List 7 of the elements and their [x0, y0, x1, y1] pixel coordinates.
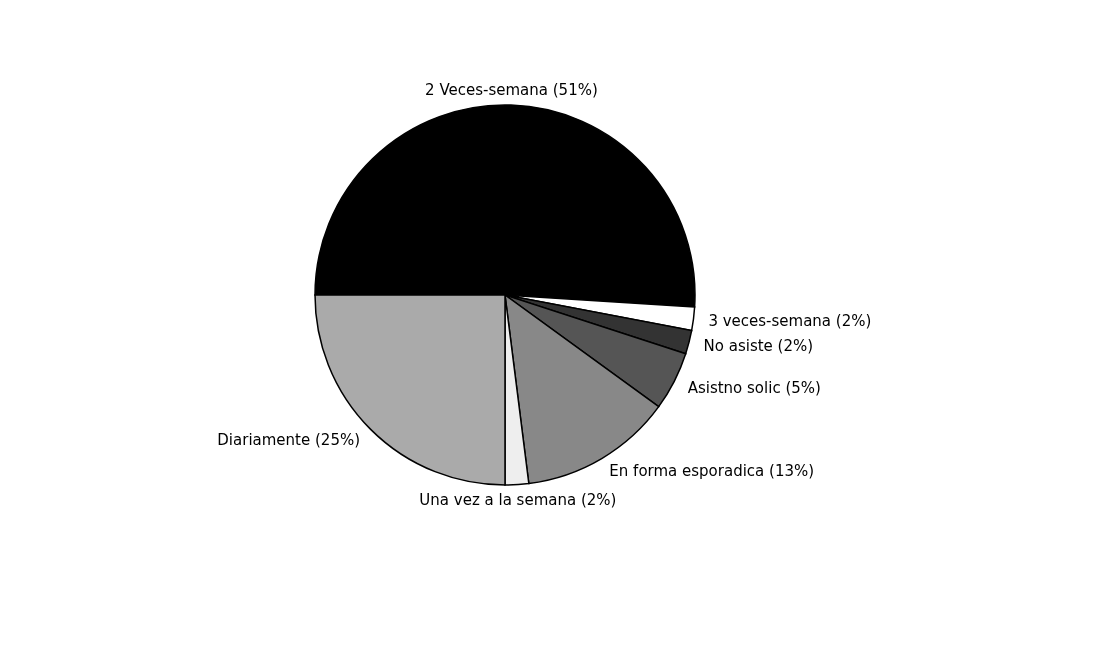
slice-label: Asistno solic (5%)	[687, 379, 821, 398]
slice-label: Diariamente (25%)	[217, 430, 361, 449]
slice-label: 3 veces-semana (2%)	[708, 311, 872, 330]
slice-label: Una vez a la semana (2%)	[419, 490, 617, 509]
slice-label: 2 Veces-semana (51%)	[425, 81, 598, 100]
slice-label: No asiste (2%)	[703, 336, 814, 355]
slice-label: En forma esporadica (13%)	[609, 462, 815, 481]
